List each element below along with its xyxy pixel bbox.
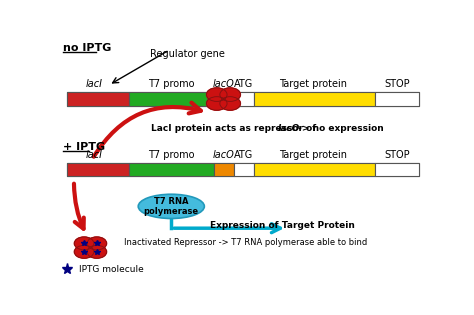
FancyBboxPatch shape [375,92,419,106]
Circle shape [220,97,240,110]
Text: Regulator gene: Regulator gene [150,49,225,59]
FancyBboxPatch shape [254,163,375,176]
FancyBboxPatch shape [66,92,419,106]
Text: + IPTG: + IPTG [63,142,105,152]
Text: lacO: lacO [213,79,235,89]
FancyBboxPatch shape [254,92,375,106]
Text: lacI: lacI [86,79,103,89]
FancyBboxPatch shape [234,92,254,106]
Text: lacO: lacO [213,150,235,160]
Circle shape [207,97,227,110]
FancyBboxPatch shape [129,163,213,176]
Text: lacI: lacI [86,150,103,160]
Text: ATG: ATG [234,150,253,160]
Text: LacI protein acts as repressor of: LacI protein acts as repressor of [151,124,319,133]
Text: IPTG molecule: IPTG molecule [80,265,144,274]
Text: T7 promo: T7 promo [148,79,194,89]
Text: Target protein: Target protein [279,79,346,89]
Text: no IPTG: no IPTG [63,43,111,53]
FancyBboxPatch shape [234,163,254,176]
Text: Expression of Target Protein: Expression of Target Protein [210,221,355,230]
Text: Inactivated Repressor -> T7 RNA polymerase able to bind: Inactivated Repressor -> T7 RNA polymera… [124,238,367,247]
FancyBboxPatch shape [213,92,234,106]
Text: Target protein: Target protein [279,150,346,160]
Text: ATG: ATG [234,79,253,89]
Text: T7 promo: T7 promo [148,150,194,160]
Circle shape [74,245,94,258]
Text: -> no expression: -> no expression [295,124,384,133]
FancyBboxPatch shape [213,163,234,176]
Circle shape [207,88,227,101]
FancyBboxPatch shape [66,163,129,176]
Circle shape [87,245,107,258]
Text: T7 RNA
polymerase: T7 RNA polymerase [144,197,199,216]
FancyBboxPatch shape [129,92,213,106]
FancyBboxPatch shape [375,163,419,176]
Circle shape [74,237,94,250]
Circle shape [220,88,240,101]
Text: STOP: STOP [384,150,410,160]
FancyBboxPatch shape [66,92,129,106]
Ellipse shape [138,194,204,219]
Circle shape [87,237,107,250]
Text: lacO: lacO [278,124,300,133]
FancyBboxPatch shape [66,163,419,176]
Text: STOP: STOP [384,79,410,89]
